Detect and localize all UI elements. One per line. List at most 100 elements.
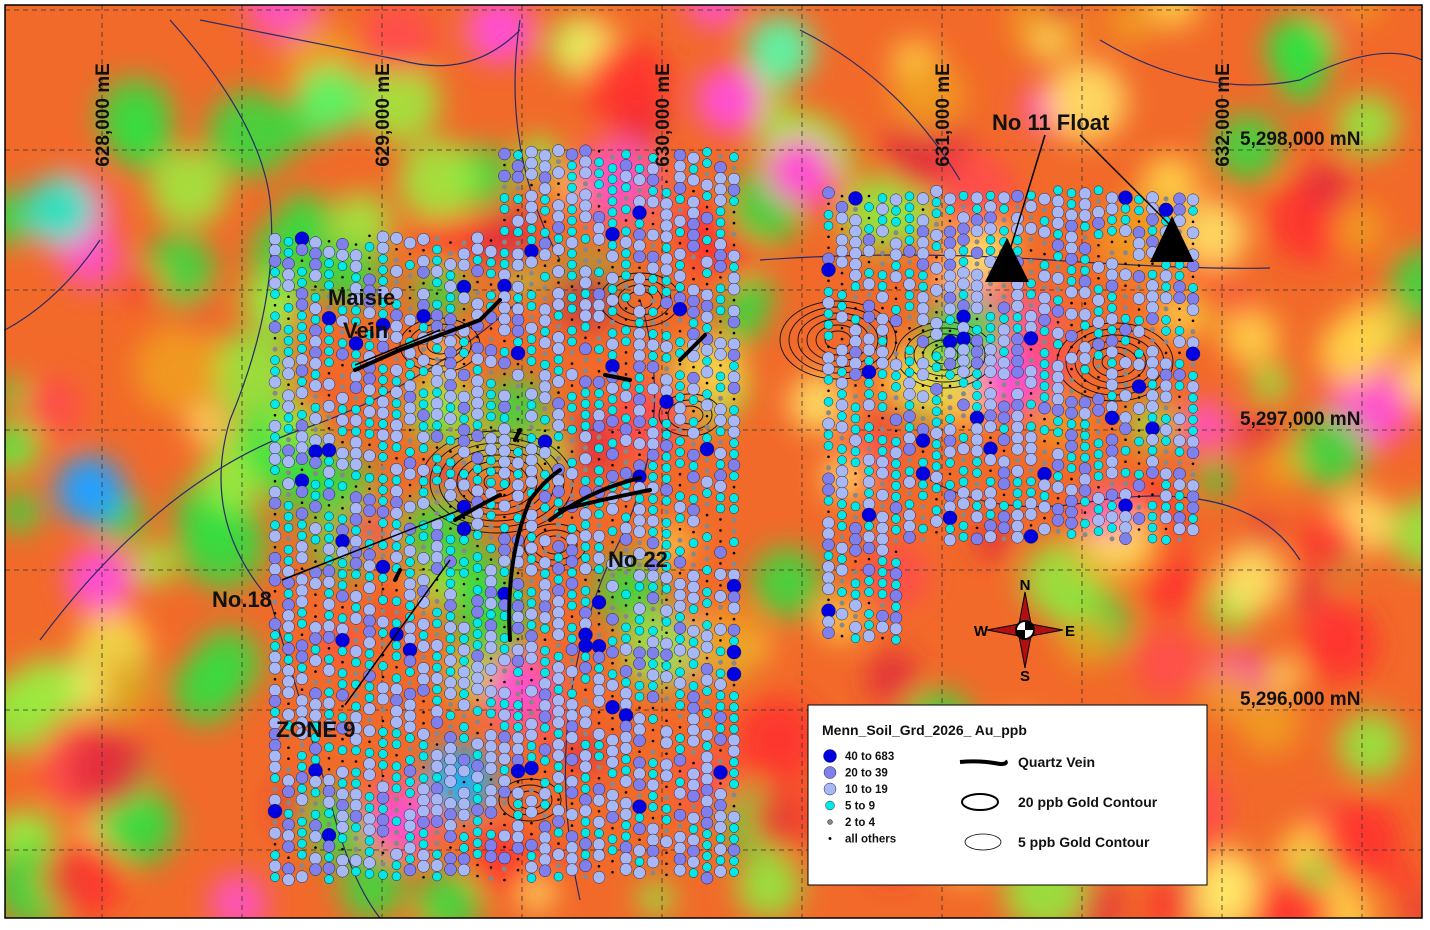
sample (1118, 190, 1133, 205)
heat-blob (1399, 350, 1422, 407)
heat-blob (1213, 113, 1283, 182)
sample (729, 196, 739, 206)
quartz-veins (353, 298, 707, 642)
sample (472, 563, 483, 573)
sample (646, 822, 660, 836)
sample (553, 574, 564, 585)
sample (623, 613, 629, 619)
sample (513, 469, 523, 479)
sample (943, 192, 957, 206)
sample (432, 420, 442, 431)
sample (702, 356, 712, 366)
sample (1132, 248, 1146, 261)
sample (363, 724, 376, 738)
sample (417, 574, 430, 587)
sample (660, 340, 673, 354)
sample (444, 335, 457, 348)
sample (445, 468, 456, 479)
sample (422, 282, 425, 285)
sample (985, 245, 996, 256)
sample (1177, 460, 1182, 466)
sample (1093, 306, 1104, 317)
sample (378, 496, 388, 506)
sample (405, 535, 415, 545)
sample (850, 314, 861, 325)
sample (984, 420, 997, 433)
sample (714, 260, 727, 273)
sample (862, 475, 876, 489)
sample (660, 252, 673, 266)
sample (634, 614, 645, 625)
sample (1078, 308, 1092, 321)
sample (984, 365, 997, 378)
sample (606, 293, 619, 307)
sample (525, 464, 538, 478)
sample (866, 446, 872, 452)
sample (673, 643, 687, 657)
sample (633, 327, 646, 340)
sample (650, 749, 656, 755)
sample (1055, 286, 1061, 292)
sample (864, 576, 874, 586)
sample (1097, 376, 1100, 379)
sample (390, 551, 403, 564)
sample (1146, 235, 1159, 248)
sample (498, 444, 511, 458)
sample (704, 523, 710, 529)
sample (529, 281, 534, 287)
sample (619, 423, 633, 436)
sample (881, 306, 884, 310)
sample (675, 194, 685, 204)
sample (557, 193, 560, 196)
sample (567, 325, 577, 336)
sample (498, 851, 511, 865)
sample (472, 794, 483, 804)
sample (660, 197, 673, 211)
sample (567, 248, 577, 259)
sample (1178, 318, 1181, 322)
sample (513, 227, 523, 237)
sample (538, 842, 552, 855)
sample (904, 202, 915, 213)
sample (1029, 392, 1033, 395)
sample (632, 205, 647, 220)
sample (567, 292, 577, 303)
sample (336, 864, 349, 878)
sample (525, 475, 538, 489)
sample (1124, 460, 1127, 464)
sample (488, 337, 494, 342)
sample (700, 255, 714, 269)
sample (1011, 530, 1024, 544)
sample (287, 383, 290, 387)
sample (903, 432, 916, 445)
sample (1078, 407, 1092, 420)
sample (1069, 388, 1074, 394)
sample (525, 541, 538, 555)
sample (378, 276, 388, 286)
sample (488, 535, 494, 540)
sample (849, 621, 862, 634)
sample (1188, 283, 1198, 293)
sample (337, 305, 348, 315)
vein (678, 333, 707, 362)
sample (525, 167, 538, 181)
sample (515, 680, 521, 686)
sample (700, 365, 714, 379)
sample (378, 760, 388, 770)
sample (457, 423, 471, 437)
sample (337, 426, 348, 436)
sample (862, 343, 876, 357)
sample (957, 497, 970, 511)
sample (472, 365, 483, 375)
easting-label: 632,000 mE (1213, 63, 1234, 167)
sample (502, 800, 507, 806)
sample (498, 356, 511, 370)
sample (889, 622, 903, 636)
sample (282, 356, 295, 369)
sample (822, 362, 835, 376)
sample (675, 667, 685, 677)
sample (611, 265, 614, 269)
sample (1174, 491, 1185, 501)
sample (430, 529, 444, 542)
sample (687, 382, 700, 396)
